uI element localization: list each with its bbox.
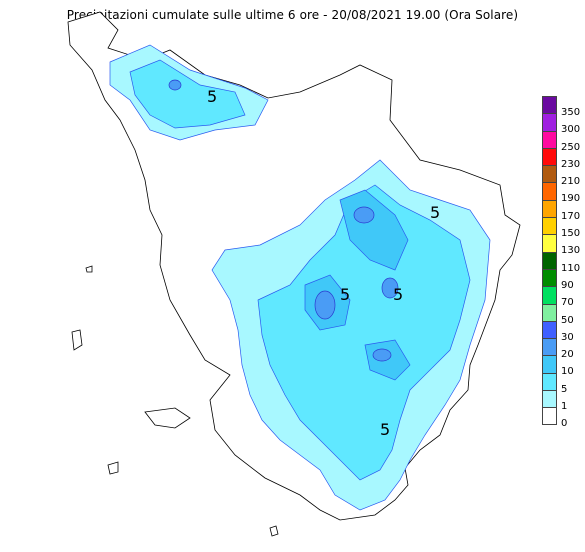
- legend-item: 250: [542, 130, 582, 153]
- legend-swatch: [542, 199, 557, 218]
- legend-swatch: [542, 147, 557, 166]
- legend-item: 90: [542, 268, 582, 291]
- contour-label: 5: [340, 285, 350, 304]
- legend-swatch: [542, 407, 557, 425]
- legend-swatch: [542, 165, 557, 183]
- legend-swatch: [542, 303, 557, 321]
- legend-item: 70: [542, 286, 582, 308]
- contour-label: 5: [430, 203, 440, 222]
- legend-item: 50: [542, 303, 582, 326]
- legend-item: 5: [542, 372, 582, 395]
- legend-value: 350: [561, 107, 581, 118]
- legend-item: 10: [542, 355, 582, 377]
- legend-value: 110: [561, 262, 581, 274]
- legend-value: 10: [561, 366, 574, 378]
- legend-item: 1: [542, 390, 582, 412]
- contour-label: 5: [207, 87, 217, 106]
- island-elba: [144, 407, 191, 429]
- island-pianosa: [107, 461, 119, 475]
- legend-value: 170: [561, 210, 581, 222]
- island-giglio: [269, 525, 279, 537]
- legend-item: 350: [542, 96, 582, 118]
- legend-item: 110: [542, 251, 582, 274]
- legend-value: 150: [561, 228, 581, 240]
- contour-label: 5: [393, 285, 403, 304]
- legend-swatch: [542, 390, 557, 408]
- legend-swatch: [542, 286, 557, 304]
- legend-value: 190: [561, 193, 581, 205]
- legend-value: 130: [561, 245, 581, 257]
- legend-swatch: [542, 251, 557, 269]
- legend-value: 1: [561, 401, 568, 413]
- rain-max-3: [381, 277, 399, 299]
- legend-value: 210: [561, 176, 581, 188]
- legend-item: 190: [542, 182, 582, 204]
- legend-swatch: [542, 130, 557, 148]
- legend-item: 20: [542, 338, 582, 360]
- rain-max-5: [168, 79, 182, 91]
- legend-item: 130: [542, 234, 582, 256]
- legend-value: 250: [561, 141, 581, 153]
- legend-value: 0: [561, 418, 568, 430]
- legend-value: 5: [561, 383, 568, 395]
- legend-value: 90: [561, 279, 574, 291]
- legend-value: 30: [561, 331, 574, 343]
- island-gorgona: [85, 265, 93, 273]
- precipitation-legend: 350 300 250 230 210 190 170 150 130 110 90 70 50 30 20…: [542, 96, 582, 429]
- legend-value: 230: [561, 158, 581, 170]
- legend-value: 50: [561, 314, 574, 326]
- legend-item: 230: [542, 147, 582, 170]
- legend-value: 70: [561, 297, 574, 309]
- precipitation-map: 5 5 5 5 5: [67, 11, 521, 537]
- page-title: Precipitazioni cumulate sulle ultime 6 o…: [66, 8, 519, 22]
- legend-item: 300: [542, 113, 582, 135]
- rain-max-2: [314, 290, 336, 320]
- legend-item: 210: [542, 165, 582, 187]
- legend-swatch: [542, 96, 557, 114]
- legend-swatch: [542, 268, 557, 287]
- contour-label: 5: [380, 420, 390, 439]
- rain-area-5mm: [129, 59, 246, 129]
- legend-swatch: [542, 234, 557, 252]
- rain-max-1: [353, 206, 375, 224]
- island-capraia: [71, 329, 83, 351]
- legend-value: 300: [561, 124, 581, 136]
- legend-value: 20: [561, 349, 574, 361]
- legend-swatch: [542, 217, 557, 235]
- legend-item: 0: [542, 407, 582, 429]
- legend-swatch: [542, 355, 557, 373]
- legend-item: 150: [542, 217, 582, 239]
- legend-swatch: [542, 182, 557, 200]
- legend-swatch: [542, 372, 557, 391]
- legend-swatch: [542, 338, 557, 356]
- rain-max-4: [372, 348, 392, 362]
- legend-swatch: [542, 113, 557, 131]
- legend-item: 30: [542, 320, 582, 343]
- legend-swatch: [542, 320, 557, 339]
- legend-item: 170: [542, 199, 582, 222]
